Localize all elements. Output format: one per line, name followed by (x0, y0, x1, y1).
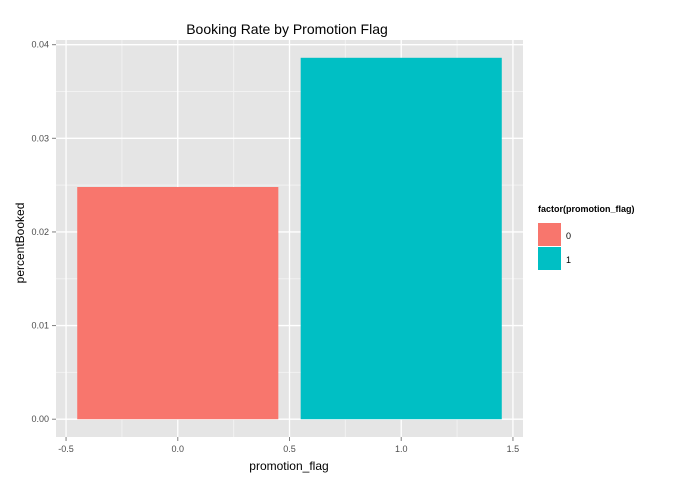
x-tick-label: -0.5 (58, 444, 74, 454)
y-tick-label: 0.00 (31, 414, 49, 424)
y-tick-label: 0.01 (31, 321, 49, 331)
bar-0 (77, 187, 279, 420)
legend-key-0 (538, 223, 561, 246)
x-tick-label: 1.0 (395, 444, 408, 454)
legend-label-1: 1 (566, 255, 571, 265)
x-tick-label: 1.5 (507, 444, 520, 454)
y-tick-label: 0.03 (31, 133, 49, 143)
y-tick-label: 0.02 (31, 227, 49, 237)
y-axis-title: percentBooked (13, 203, 27, 284)
chart-title: Booking Rate by Promotion Flag (186, 21, 388, 37)
legend-title: factor(promotion_flag) (538, 204, 635, 214)
axis-ticks: -0.5 0.0 0.5 1.0 1.5 0.00 0.01 0.02 0.03 0.04 (31, 40, 519, 454)
legend-key-1 (538, 247, 561, 270)
legend: factor(promotion_flag) 0 1 (538, 204, 635, 270)
x-tick-label: 0.5 (283, 444, 296, 454)
legend-label-0: 0 (566, 231, 571, 241)
x-axis-title: promotion_flag (249, 459, 328, 473)
x-tick-label: 0.0 (172, 444, 185, 454)
y-tick-label: 0.04 (31, 40, 49, 50)
bar-1 (300, 57, 502, 420)
bars (77, 57, 502, 420)
